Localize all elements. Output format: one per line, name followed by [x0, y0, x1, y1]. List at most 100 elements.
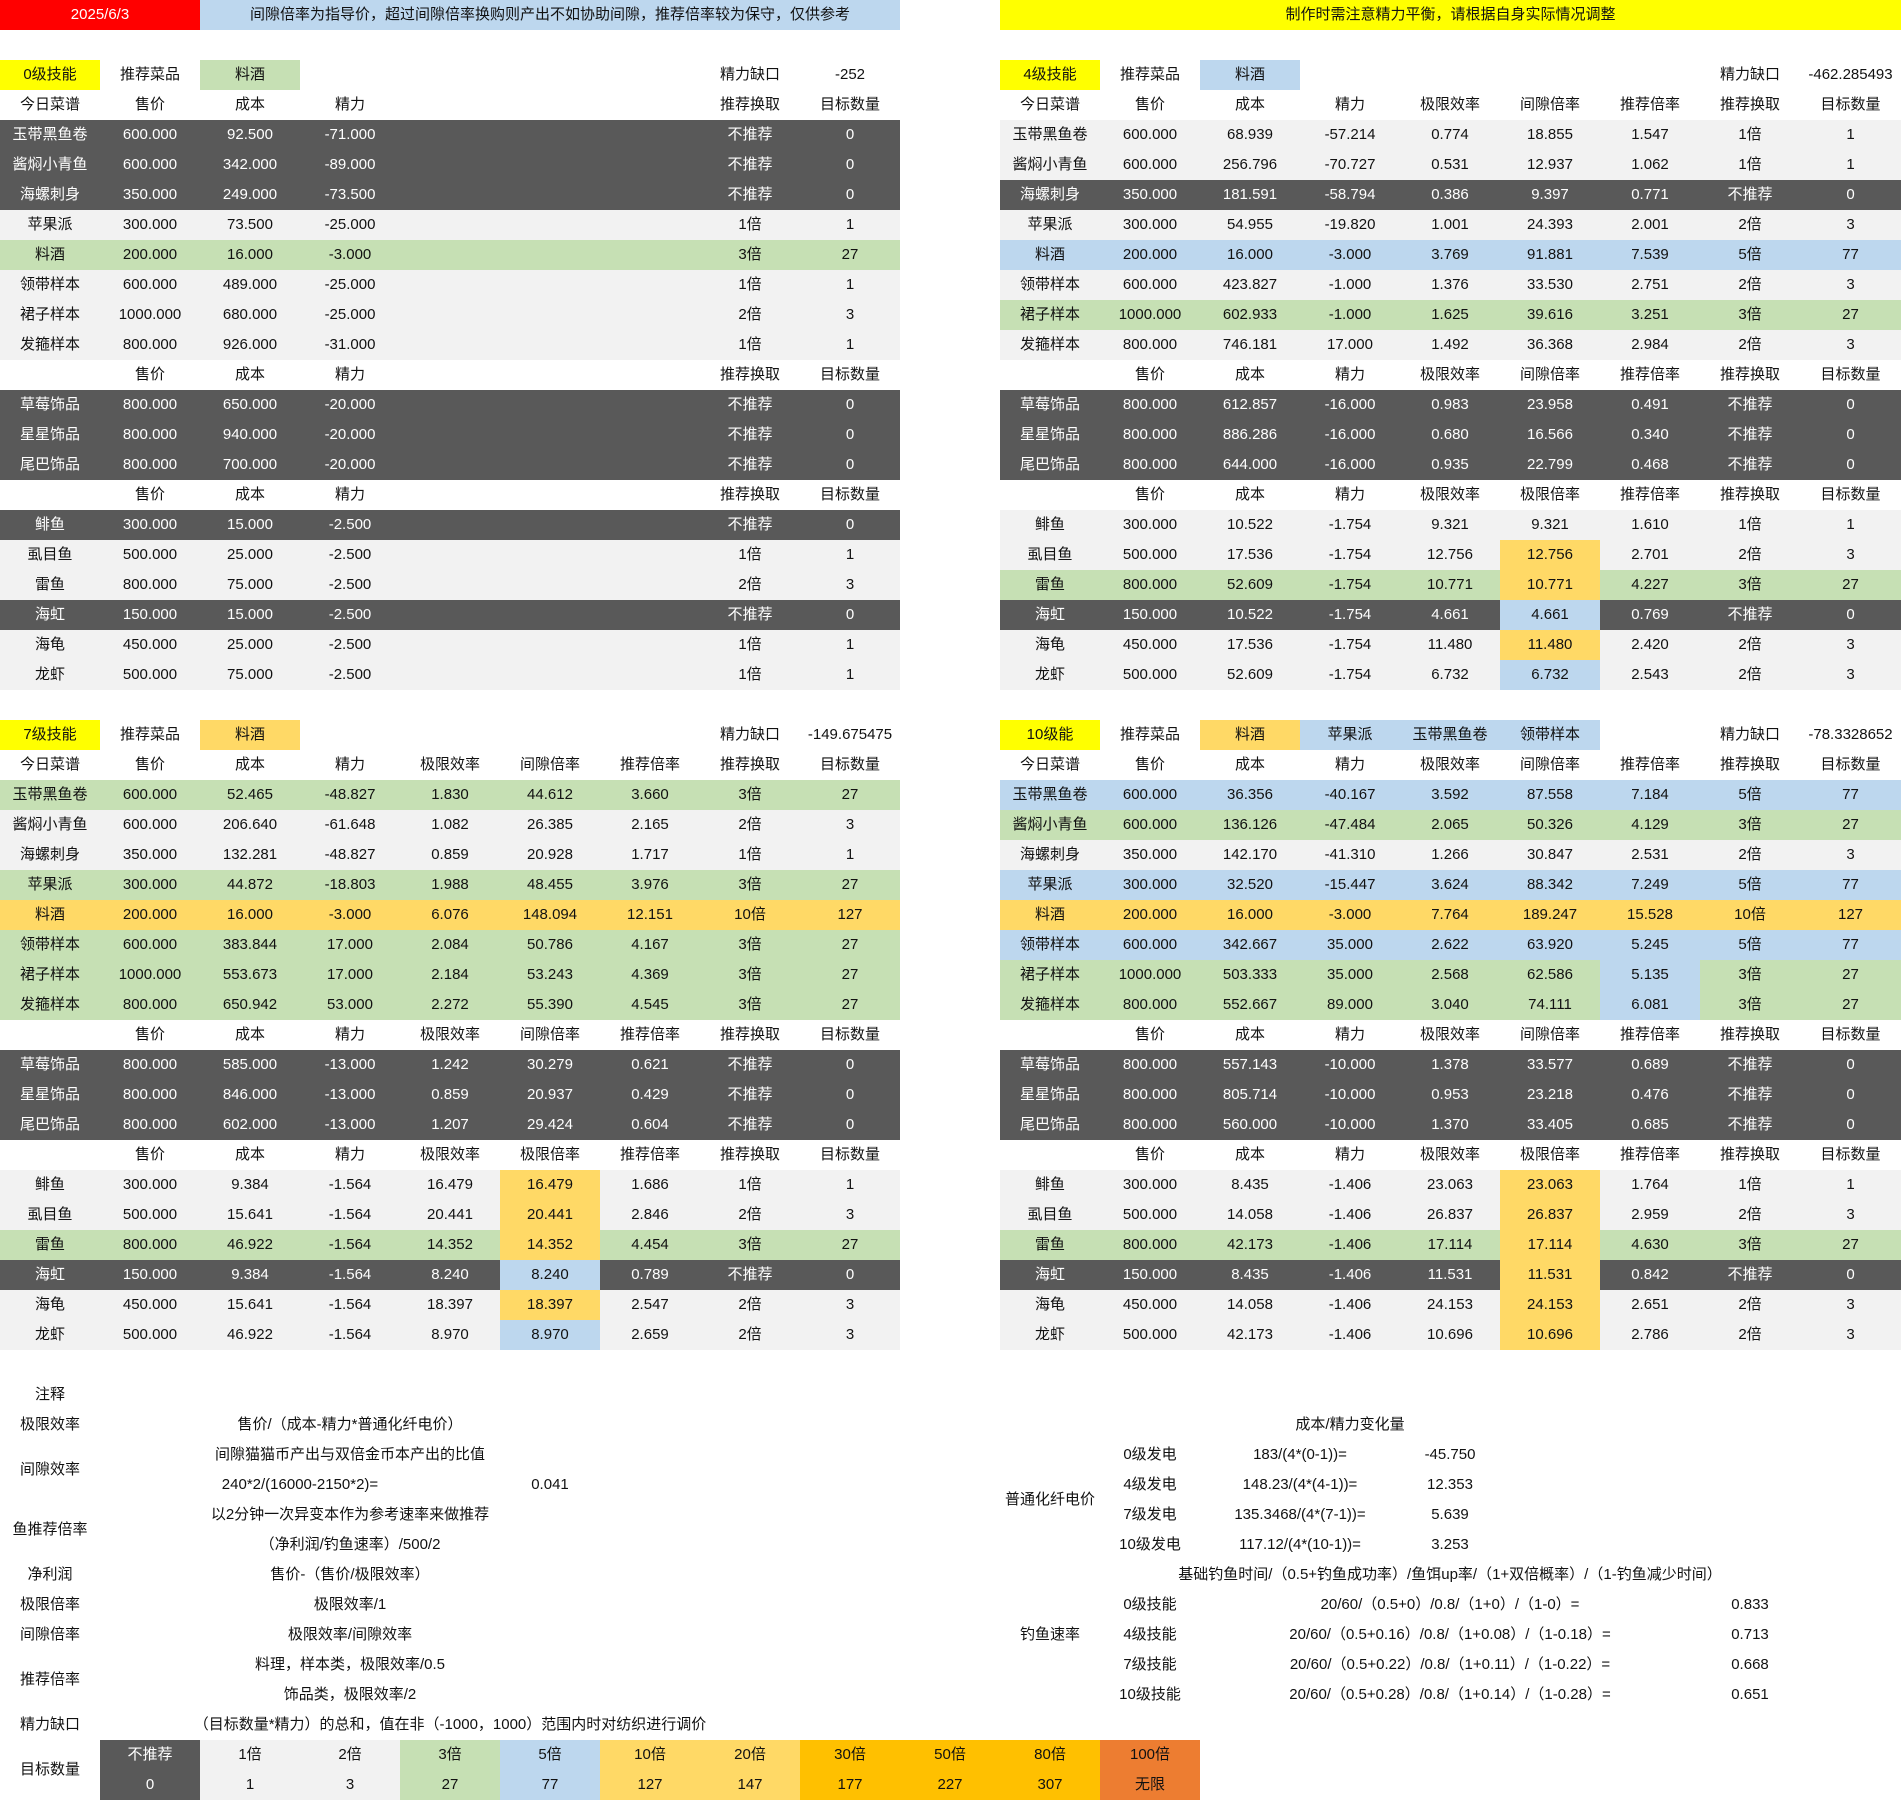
item-rec: 0.604 — [631, 1116, 669, 1133]
item-exch: 3倍 — [738, 786, 762, 803]
item-rate: 33.530 — [1527, 276, 1573, 293]
item-price: 150.000 — [1122, 606, 1178, 623]
item-rate: 33.577 — [1527, 1056, 1573, 1073]
item-rec: 2.984 — [1631, 336, 1669, 353]
item-eff: 0.774 — [1431, 126, 1469, 143]
column-header: 成本 — [234, 756, 265, 773]
item-rate: 18.855 — [1527, 126, 1573, 143]
item-name: 发箍样本 — [19, 996, 80, 1013]
note-formula: 间隙猫猫币产出与双倍金币本产出的比值 — [214, 1446, 485, 1463]
item-price: 450.000 — [122, 636, 178, 653]
item-energy: -10.000 — [1324, 1116, 1376, 1133]
target-multiplier: 3倍 — [400, 1740, 500, 1770]
column-header: 间隙倍率 — [519, 756, 580, 773]
column-header: 目标数量 — [819, 1026, 880, 1043]
column-header: 售价 — [1134, 486, 1165, 503]
column-header: 极限倍率 — [1519, 486, 1580, 503]
item-rate: 30.279 — [527, 1056, 573, 1073]
recommend-dish-label: 推荐菜品 — [1119, 726, 1180, 743]
item-energy: -16.000 — [1324, 456, 1376, 473]
item-target: 3 — [1846, 546, 1855, 563]
item-rec: 7.539 — [1631, 246, 1669, 263]
item-cost: 557.143 — [1222, 1056, 1278, 1073]
column-header: 精力 — [334, 96, 365, 113]
item-exch: 不推荐 — [727, 1056, 773, 1073]
column-header: 推荐换取 — [1719, 1026, 1780, 1043]
item-rec: 4.167 — [631, 936, 669, 953]
item-eff: 1.378 — [1431, 1056, 1469, 1073]
table-row — [0, 330, 900, 360]
note-formula: 饰品类，极限效率/2 — [283, 1686, 417, 1703]
item-name: 尾巴饰品 — [1019, 456, 1080, 473]
column-header: 极限效率 — [419, 1026, 480, 1043]
item-rate: 88.342 — [1527, 876, 1573, 893]
item-exch: 不推荐 — [727, 1086, 773, 1103]
table-row — [1000, 930, 1901, 960]
item-price: 500.000 — [1122, 1206, 1178, 1223]
note-formula: （目标数量*精力）的总和，值在非（-1000，1000）范围内时对纺织进行调价 — [193, 1716, 707, 1733]
item-energy: -3.000 — [1328, 906, 1372, 923]
column-header: 成本 — [234, 366, 265, 383]
item-target: 27 — [1842, 306, 1859, 323]
item-cost: 886.286 — [1222, 426, 1278, 443]
item-target: 27 — [1842, 966, 1859, 983]
item-price: 800.000 — [1122, 1116, 1178, 1133]
table-row — [1000, 300, 1901, 330]
item-rate: 55.390 — [527, 996, 573, 1013]
item-exch: 2倍 — [1738, 846, 1762, 863]
item-name: 草莓饰品 — [19, 396, 80, 413]
item-rate: 14.352 — [500, 1230, 600, 1260]
item-rec: 7.184 — [1631, 786, 1669, 803]
fishing-speed-label: 钓鱼速率 — [1019, 1626, 1080, 1643]
item-energy: -1.564 — [328, 1266, 372, 1283]
item-name: 尾巴饰品 — [1019, 1116, 1080, 1133]
item-price: 600.000 — [122, 786, 178, 803]
table-row — [1000, 210, 1901, 240]
item-cost: 8.435 — [1231, 1266, 1269, 1283]
note-calc: 240*2/(16000-2150*2)= — [221, 1476, 379, 1493]
item-price: 1000.000 — [1118, 306, 1182, 323]
item-rec: 1.686 — [631, 1176, 669, 1193]
column-header: 售价 — [134, 96, 165, 113]
item-rate: 20.937 — [527, 1086, 573, 1103]
energy-gap-value: -462.285493 — [1808, 66, 1893, 83]
item-target: 0 — [845, 396, 855, 413]
item-exch: 1倍 — [738, 636, 762, 653]
recommended-dish: 料酒 — [1200, 720, 1300, 750]
column-header: 目标数量 — [1820, 366, 1881, 383]
item-rec: 0.769 — [1631, 606, 1669, 623]
item-price: 500.000 — [122, 1326, 178, 1343]
item-eff: 0.531 — [1431, 156, 1469, 173]
target-quantity: 无限 — [1100, 1770, 1200, 1800]
column-header: 成本 — [234, 96, 265, 113]
item-cost: 44.872 — [227, 876, 273, 893]
table-row — [0, 1050, 900, 1080]
item-eff: 8.240 — [431, 1266, 469, 1283]
item-price: 600.000 — [1122, 126, 1178, 143]
item-rec: 1.610 — [1631, 516, 1669, 533]
item-rate: 23.218 — [1527, 1086, 1573, 1103]
item-rec: 0.689 — [1631, 1056, 1669, 1073]
notes-title: 注释 — [34, 1386, 65, 1403]
item-cost: 14.058 — [1227, 1206, 1273, 1223]
item-eff: 3.769 — [1431, 246, 1469, 263]
item-name: 虱目鱼 — [27, 1206, 73, 1223]
item-rate: 9.397 — [1531, 186, 1569, 203]
elec-value: 3.253 — [1431, 1536, 1469, 1553]
column-header: 目标数量 — [1820, 1026, 1881, 1043]
table-row — [1000, 990, 1901, 1020]
item-target: 0 — [1846, 186, 1855, 203]
item-eff: 2.622 — [1431, 936, 1469, 953]
item-energy: -1.406 — [1328, 1266, 1372, 1283]
item-rate: 33.405 — [1527, 1116, 1573, 1133]
item-rate: 74.111 — [1528, 996, 1572, 1013]
item-rate: 12.756 — [1500, 540, 1600, 570]
item-exch: 不推荐 — [727, 516, 773, 533]
fish-value: 0.713 — [1731, 1626, 1769, 1643]
item-rate: 12.937 — [1527, 156, 1573, 173]
elec-level: 4级发电 — [1123, 1476, 1177, 1493]
energy-gap-label: 精力缺口 — [719, 66, 780, 83]
column-header: 目标数量 — [1820, 1146, 1881, 1163]
item-rate: 6.732 — [1500, 660, 1600, 690]
